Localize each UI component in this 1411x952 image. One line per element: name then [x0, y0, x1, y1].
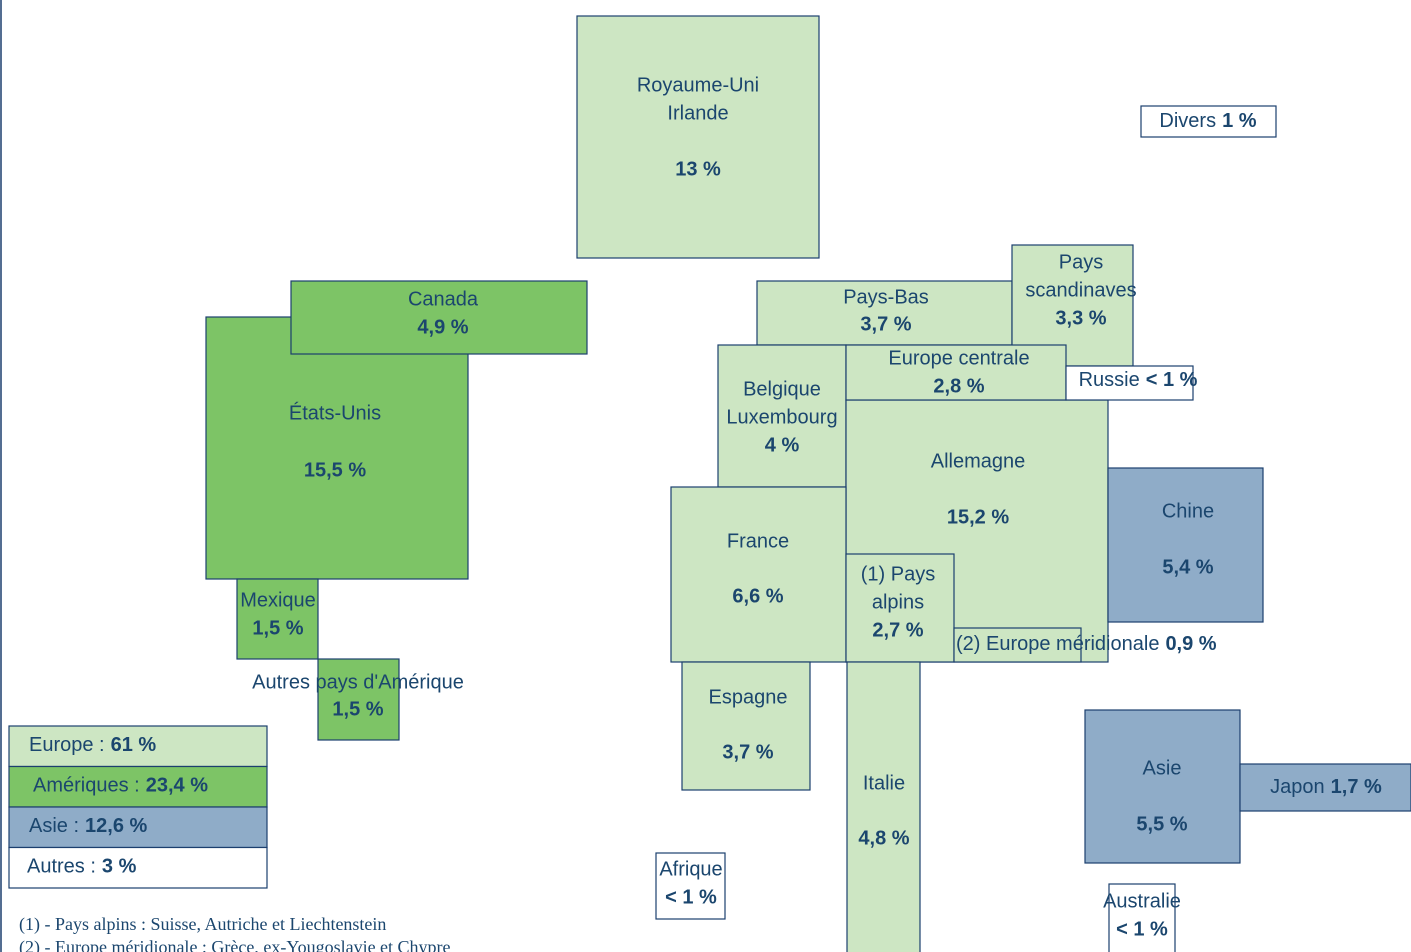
region-label: France — [727, 530, 789, 552]
region-box — [670, 486, 847, 663]
legend-value: 12,6 % — [85, 815, 147, 837]
region-label: Canada — [408, 288, 479, 310]
region-text: (2) Europe méridionale 0,9 % — [956, 633, 1217, 655]
region-value: 1,5 % — [252, 617, 303, 639]
region-value: 1,7 % — [1331, 776, 1382, 798]
legend-label: Asie : — [29, 815, 79, 837]
region-text: Divers 1 % — [1159, 110, 1256, 132]
region-box — [655, 852, 726, 920]
region-box — [846, 661, 921, 952]
region-label: Royaume-Uni — [637, 74, 759, 96]
region-value: 1 % — [1222, 110, 1257, 132]
legend-label: Europe : — [29, 734, 105, 756]
region-label: Autres pays d'Amérique — [252, 671, 464, 693]
legend-label: Amériques : — [33, 775, 140, 797]
region-label: Italie — [863, 772, 905, 794]
region-value: 2,8 % — [933, 375, 984, 397]
region-label: Australie — [1103, 890, 1181, 912]
region-label: Divers — [1159, 110, 1216, 132]
region-label: Chine — [1162, 500, 1214, 522]
region-label: Afrique — [659, 858, 722, 880]
region-value: 15,2 % — [947, 506, 1009, 528]
region-box — [845, 344, 1067, 401]
region-value: 3,3 % — [1055, 307, 1106, 329]
region-label: Espagne — [709, 686, 788, 708]
region-value: 5,4 % — [1162, 556, 1213, 578]
legend-value: 61 % — [111, 734, 157, 756]
region-label: alpins — [872, 591, 924, 613]
region-value: 15,5 % — [304, 459, 366, 481]
region-value: 1,5 % — [332, 698, 383, 720]
legend-text: Europe : 61 % — [29, 734, 156, 756]
region-value: 0,9 % — [1165, 633, 1216, 655]
region-label: (1) Pays — [861, 563, 935, 585]
region-value: 13 % — [675, 158, 721, 180]
region-label: Belgique — [743, 378, 821, 400]
region-box — [845, 553, 955, 663]
region-box — [1239, 763, 1411, 812]
region-label: Mexique — [240, 589, 316, 611]
legend-value: 23,4 % — [146, 775, 208, 797]
region-box — [1140, 105, 1277, 138]
region-value: 4,8 % — [858, 827, 909, 849]
region-box — [1108, 883, 1176, 952]
region-text: Japon 1,7 % — [1270, 776, 1382, 798]
region-label: Irlande — [667, 102, 728, 124]
region-label: Asie — [1143, 757, 1182, 779]
region-box — [1107, 467, 1264, 623]
region-box — [236, 578, 319, 660]
region-box — [681, 661, 811, 791]
legend-row — [8, 846, 268, 889]
region-value: 6,6 % — [732, 585, 783, 607]
region-value: 2,7 % — [872, 619, 923, 641]
region-label: Pays — [1059, 251, 1103, 273]
region-label: Europe centrale — [888, 347, 1029, 369]
region-box — [205, 316, 469, 580]
region-label: (2) Europe méridionale — [956, 633, 1159, 655]
region-value: < 1 % — [665, 886, 717, 908]
region-box — [1084, 709, 1241, 864]
region-label: Luxembourg — [726, 406, 837, 428]
region-value: < 1 % — [1146, 369, 1198, 391]
legend-text: Autres : 3 % — [27, 856, 137, 878]
region-label: Allemagne — [931, 450, 1026, 472]
legend-row — [8, 806, 268, 849]
footnote: (1) - Pays alpins : Suisse, Autriche et … — [19, 914, 386, 935]
legend-row — [8, 725, 268, 768]
region-label: Japon — [1270, 776, 1325, 798]
region-value: 4,9 % — [417, 316, 468, 338]
region-value: < 1 % — [1116, 918, 1168, 940]
legend-label: Autres : — [27, 856, 96, 878]
region-value: 5,5 % — [1136, 813, 1187, 835]
region-label: scandinaves — [1025, 279, 1136, 301]
region-value: 3,7 % — [722, 741, 773, 763]
region-value: 4 % — [765, 434, 800, 456]
region-value: 3,7 % — [860, 313, 911, 335]
region-label: États-Unis — [289, 401, 381, 424]
region-box — [290, 280, 588, 355]
region-box — [1065, 365, 1194, 401]
region-box — [953, 627, 1082, 663]
footnote: (2) - Europe méridionale : Grèce, ex-You… — [19, 937, 451, 952]
legend-text: Amériques : 23,4 % — [33, 775, 208, 797]
legend-value: 3 % — [102, 856, 137, 878]
region-label: Russie — [1079, 369, 1140, 391]
legend-text: Asie : 12,6 % — [29, 815, 148, 837]
region-box — [317, 658, 400, 741]
region-box — [576, 15, 820, 259]
legend-row — [8, 765, 268, 808]
region-text: Russie < 1 % — [1079, 369, 1198, 391]
region-label: Pays-Bas — [843, 286, 929, 308]
